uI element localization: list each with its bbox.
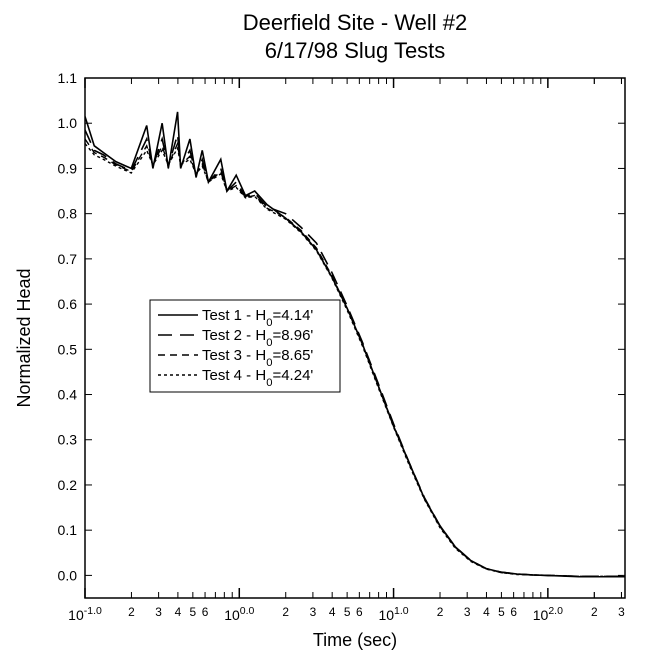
- legend-label: Test 1 - H0=4.14': [202, 307, 313, 329]
- y-tick-label: 0.5: [58, 341, 78, 357]
- x-minor-label: 3: [310, 605, 317, 619]
- legend-label: Test 4 - H0=4.24': [202, 367, 313, 389]
- series-line: [85, 130, 625, 576]
- chart-svg: Deerfield Site - Well #2 6/17/98 Slug Tes…: [0, 0, 650, 658]
- x-major-label: 10-1.0: [68, 605, 102, 623]
- y-tick-label: 0.6: [58, 296, 78, 312]
- x-minor-label: 6: [510, 605, 517, 619]
- x-minor-label: 6: [202, 605, 209, 619]
- y-tick-label: 0.2: [58, 477, 78, 493]
- chart-container: Deerfield Site - Well #2 6/17/98 Slug Tes…: [0, 0, 650, 658]
- y-tick-label: 1.0: [58, 115, 78, 131]
- x-minor-label: 5: [498, 605, 505, 619]
- x-minor-label: 2: [128, 605, 135, 619]
- series-line: [85, 139, 625, 576]
- legend-label: Test 2 - H0=8.96': [202, 327, 313, 349]
- y-tick-label: 0.8: [58, 206, 78, 222]
- x-minor-label: 2: [591, 605, 598, 619]
- y-axis-label: Normalized Head: [14, 268, 34, 407]
- legend-label: Test 3 - H0=8.65': [202, 347, 313, 369]
- x-minor-label: 2: [437, 605, 444, 619]
- x-axis-label: Time (sec): [313, 630, 397, 650]
- x-minor-label: 4: [483, 605, 490, 619]
- y-tick-label: 0.9: [58, 160, 78, 176]
- series-group: [85, 112, 625, 577]
- x-minor-label: 2: [282, 605, 289, 619]
- series-line: [85, 112, 625, 577]
- x-minor-label: 3: [464, 605, 471, 619]
- x-major-label: 102.0: [533, 605, 563, 623]
- y-tick-label: 0.1: [58, 522, 78, 538]
- x-minor-label: 5: [344, 605, 351, 619]
- x-minor-label: 3: [155, 605, 162, 619]
- y-tick-label: 0.7: [58, 251, 78, 267]
- x-major-label: 100.0: [224, 605, 254, 623]
- x-minor-label: 4: [175, 605, 182, 619]
- x-major-label: 101.0: [378, 605, 408, 623]
- x-minor-label: 3: [618, 605, 625, 619]
- x-minor-label: 5: [190, 605, 197, 619]
- series-line: [85, 144, 625, 577]
- x-minor-label: 6: [356, 605, 363, 619]
- y-tick-label: 1.1: [58, 70, 78, 86]
- y-tick-label: 0.0: [58, 567, 78, 583]
- x-minor-label: 4: [329, 605, 336, 619]
- y-tick-label: 0.4: [58, 387, 78, 403]
- chart-title-2: 6/17/98 Slug Tests: [265, 38, 446, 63]
- y-tick-label: 0.3: [58, 432, 78, 448]
- chart-title-1: Deerfield Site - Well #2: [243, 10, 468, 35]
